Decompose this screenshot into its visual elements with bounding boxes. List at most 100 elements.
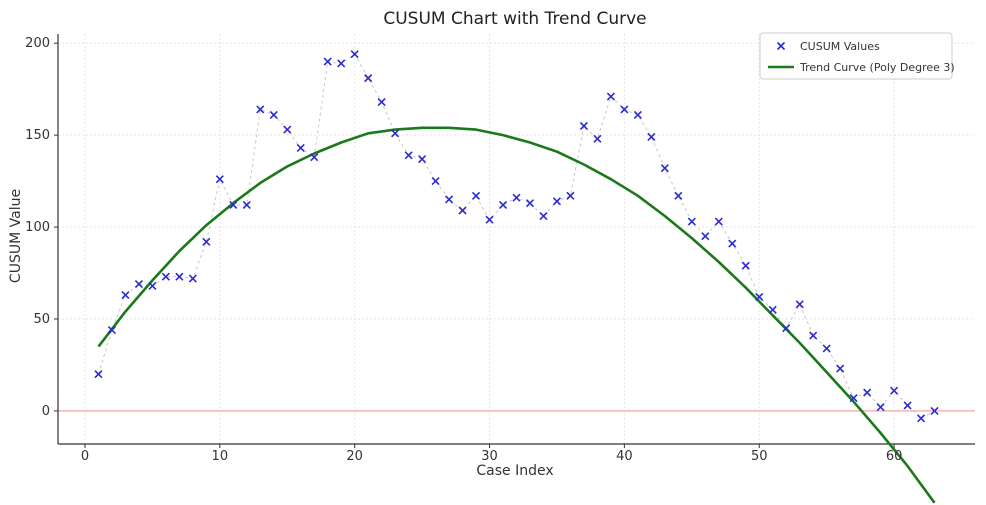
- cusum-point-stroke: [418, 154, 427, 164]
- y-tick-label: 100: [25, 220, 50, 235]
- cusum-point-stroke: [215, 175, 224, 184]
- cusum-point-stroke: [121, 291, 130, 300]
- x-tick-label: 50: [751, 449, 768, 464]
- trend-curve-line: [97, 126, 936, 504]
- x-tick-label: 60: [886, 449, 903, 464]
- cusum-point-stroke: [890, 386, 899, 395]
- cusum-point: [498, 200, 508, 210]
- cusum-point: [485, 215, 494, 224]
- cusum-point-stroke: [296, 143, 305, 153]
- cusum-point-stroke: [310, 153, 319, 162]
- cusum-point: [903, 401, 912, 410]
- cusum-point: [795, 300, 804, 309]
- cusum-point: [633, 110, 642, 119]
- x-tick-label: 20: [346, 449, 363, 464]
- cusum-point-stroke: [728, 239, 737, 248]
- cusum-point: [337, 59, 346, 68]
- cusum-point: [674, 191, 683, 200]
- cusum-point: [593, 134, 602, 143]
- cusum-point-stroke: [431, 177, 440, 186]
- cusum-point-stroke: [202, 237, 211, 246]
- cusum-point-stroke: [566, 191, 575, 200]
- cusum-point: [215, 175, 224, 184]
- y-axis-title: CUSUM Value: [8, 189, 24, 283]
- cusum-point-stroke: [539, 211, 548, 221]
- cusum-point-stroke: [337, 59, 346, 68]
- cusum-point-stroke: [849, 393, 858, 403]
- cusum-point: [647, 132, 656, 142]
- cusum-point: [916, 414, 926, 423]
- cusum-point-stroke: [647, 132, 656, 142]
- legend-marker-cusum: [776, 41, 786, 51]
- cusum-point-stroke: [107, 325, 117, 335]
- cusum-point: [728, 239, 737, 248]
- cusum-point-stroke: [175, 272, 184, 281]
- cusum-point: [121, 291, 130, 300]
- cusum-point-stroke: [391, 129, 400, 138]
- cusum-point: [849, 393, 858, 403]
- cusum-point: [310, 153, 319, 162]
- cusum-points: [94, 50, 939, 423]
- cusum-point: [687, 217, 696, 226]
- cusum-point-stroke: [782, 324, 791, 333]
- cusum-point: [418, 154, 427, 164]
- cusum-point: [134, 279, 143, 289]
- cusum-point: [364, 74, 373, 83]
- legend: CUSUM Values Trend Curve (Poly Degree 3): [759, 32, 955, 80]
- cusum-point: [445, 195, 454, 204]
- y-tick-label: 150: [25, 128, 50, 143]
- cusum-point-stroke: [687, 217, 696, 226]
- cusum-point: [714, 217, 723, 226]
- x-tick-label: 30: [481, 449, 498, 464]
- cusum-point: [377, 97, 386, 107]
- cusum-point-stroke: [148, 281, 157, 290]
- cusum-point: [161, 272, 170, 281]
- legend-label-trend: Trend Curve (Poly Degree 3): [799, 61, 955, 74]
- cusum-point: [566, 191, 575, 200]
- cusum-point-stroke: [903, 401, 912, 410]
- cusum-point: [350, 50, 359, 59]
- cusum-point-stroke: [364, 74, 373, 83]
- cusum-point-stroke: [674, 191, 683, 200]
- cusum-point: [620, 105, 629, 114]
- cusum-point: [404, 151, 413, 160]
- cusum-point-stroke: [242, 200, 251, 210]
- cusum-point-stroke: [876, 403, 885, 412]
- cusum-point-stroke: [552, 197, 562, 206]
- legend-x-stroke: [776, 41, 786, 51]
- cusum-point-stroke: [498, 200, 508, 210]
- cusum-point: [755, 292, 764, 301]
- chart-title: CUSUM Chart with Trend Curve: [383, 9, 646, 29]
- cusum-point: [606, 92, 615, 101]
- cusum-point-stroke: [323, 57, 332, 66]
- tick-labels: 0 10 20 30 40 50 60 0 50 100 150 200: [25, 36, 902, 464]
- cusum-point: [148, 281, 157, 290]
- cusum-point-stroke: [795, 300, 804, 309]
- cusum-point-stroke: [836, 364, 845, 373]
- cusum-point-stroke: [633, 110, 642, 119]
- cusum-point: [269, 110, 278, 119]
- cusum-point: [930, 406, 939, 415]
- cusum-point: [782, 324, 791, 333]
- x-tick-label: 10: [212, 449, 229, 464]
- cusum-point-stroke: [809, 331, 818, 340]
- cusum-point: [229, 200, 238, 210]
- cusum-point-stroke: [741, 261, 750, 270]
- cusum-point-stroke: [620, 105, 629, 114]
- cusum-point-stroke: [930, 406, 939, 415]
- cusum-point-stroke: [593, 134, 602, 143]
- cusum-point-stroke: [445, 195, 454, 204]
- cusum-point: [94, 370, 103, 379]
- y-tick-label: 0: [42, 404, 50, 419]
- y-tick-label: 50: [33, 312, 50, 327]
- cusum-point-stroke: [229, 200, 238, 210]
- cusum-point-stroke: [94, 370, 103, 379]
- cusum-point-stroke: [283, 125, 292, 134]
- cusum-point-stroke: [458, 206, 467, 215]
- cusum-point: [296, 143, 305, 153]
- cusum-point: [391, 129, 400, 138]
- cusum-point: [809, 331, 818, 340]
- cusum-point: [768, 305, 777, 314]
